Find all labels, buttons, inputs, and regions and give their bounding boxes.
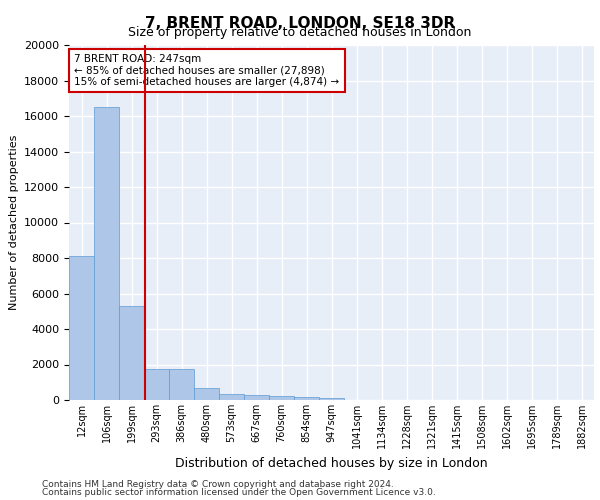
X-axis label: Distribution of detached houses by size in London: Distribution of detached houses by size … — [175, 456, 488, 469]
Bar — [144, 369, 169, 400]
Bar — [119, 306, 144, 400]
Bar — [69, 256, 94, 400]
Text: Contains public sector information licensed under the Open Government Licence v3: Contains public sector information licen… — [42, 488, 436, 497]
Bar — [294, 397, 319, 400]
Text: Size of property relative to detached houses in London: Size of property relative to detached ho… — [128, 26, 472, 39]
Text: 7, BRENT ROAD, LONDON, SE18 3DR: 7, BRENT ROAD, LONDON, SE18 3DR — [145, 16, 455, 31]
Bar — [169, 369, 194, 400]
Bar — [244, 395, 269, 400]
Y-axis label: Number of detached properties: Number of detached properties — [8, 135, 19, 310]
Text: Contains HM Land Registry data © Crown copyright and database right 2024.: Contains HM Land Registry data © Crown c… — [42, 480, 394, 489]
Bar — [319, 398, 344, 400]
Bar — [269, 396, 294, 400]
Bar — [219, 394, 244, 400]
Text: 7 BRENT ROAD: 247sqm
← 85% of detached houses are smaller (27,898)
15% of semi-d: 7 BRENT ROAD: 247sqm ← 85% of detached h… — [74, 54, 340, 87]
Bar — [194, 388, 219, 400]
Bar — [94, 107, 119, 400]
